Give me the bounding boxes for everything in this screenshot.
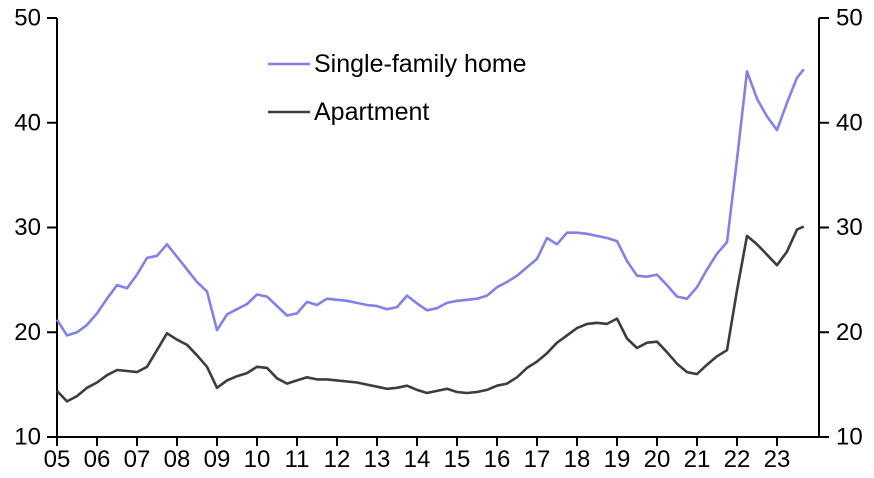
y-tick-label-right-40: 40 [836,109,863,136]
series-line-apartment [56,225,805,403]
x-tick-label-18: 18 [564,446,591,473]
y-tick-label-right-20: 20 [836,319,863,346]
x-tick-label-20: 20 [644,446,671,473]
y-tick-label-right-50: 50 [836,5,863,32]
series-lines [55,68,805,403]
x-tick-label-17: 17 [524,446,551,473]
y-tick-label-right-10: 10 [836,424,863,451]
y-tick-label-left-40: 40 [14,109,41,136]
x-tick-label-19: 19 [604,446,631,473]
x-tick-label-07: 07 [124,446,151,473]
x-tick-label-15: 15 [444,446,471,473]
x-tick-label-11: 11 [285,446,310,473]
series-line-single-family-home [55,68,805,337]
x-tick-label-06: 06 [84,446,111,473]
y-tick-label-left-10: 10 [14,424,41,451]
legend-label-apartment: Apartment [314,98,429,126]
y-tick-label-left-20: 20 [14,319,41,346]
x-tick-label-10: 10 [244,446,271,473]
x-tick-label-22: 22 [724,446,751,473]
x-tick-label-12: 12 [324,446,351,473]
y-tick-label-right-30: 30 [836,214,863,241]
x-tick-label-14: 14 [404,446,431,473]
x-tick-label-21: 21 [684,446,711,473]
x-tick-label-16: 16 [484,446,511,473]
y-tick-label-left-50: 50 [14,5,41,32]
legend-label-single-family-home: Single-family home [314,50,527,78]
axes-layer [47,17,829,446]
x-tick-label-08: 08 [164,446,191,473]
x-tick-label-09: 09 [204,446,231,473]
x-tick-label-13: 13 [364,446,391,473]
y-tick-label-left-30: 30 [14,214,41,241]
x-tick-label-05: 05 [44,446,71,473]
x-tick-label-23: 23 [764,446,791,473]
tick-labels-layer: 10 10 20 20 30 30 40 40 50 50 05 06 07 08 09 10 11 12 13 14… [14,5,862,473]
legend: Single-family home Apartment [268,50,527,126]
